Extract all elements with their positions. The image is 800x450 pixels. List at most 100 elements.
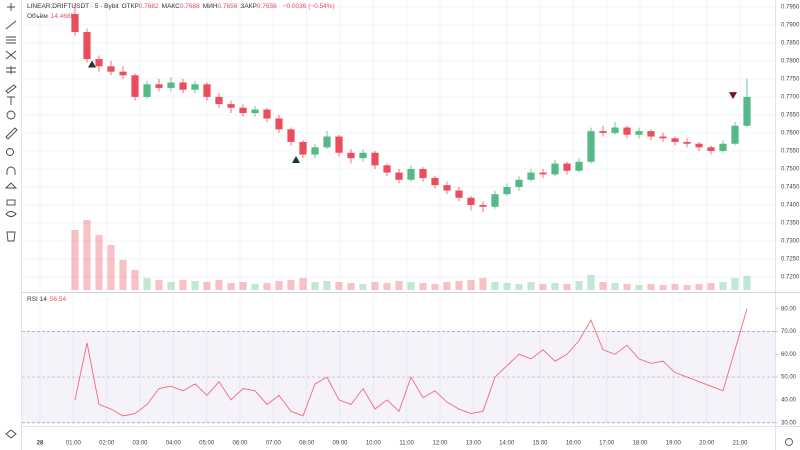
volume-bar: [203, 282, 211, 290]
volume-bar: [503, 283, 511, 290]
zoom-tool[interactable]: [6, 148, 14, 156]
candle-body: [371, 152, 379, 166]
candle-body: [431, 177, 439, 186]
y-tick-label: 0.7750: [781, 76, 800, 82]
candle-body: [407, 168, 415, 180]
candle-body: [563, 163, 571, 171]
x-tick-label: 11:00: [399, 441, 414, 447]
volume-bar: [515, 284, 523, 290]
volume-bar: [479, 278, 487, 290]
candle-body: [227, 104, 235, 108]
volume-bar: [659, 285, 667, 290]
settings-button[interactable]: [785, 438, 793, 446]
volume-bar: [275, 281, 283, 290]
rsi-label: RSI 14: [27, 296, 47, 303]
candle-body: [707, 147, 715, 151]
volume-bar: [311, 282, 319, 290]
volume-bar: [611, 283, 619, 290]
forecast-tool[interactable]: [6, 66, 16, 74]
ohlc-label: МИН: [202, 3, 218, 10]
volume-bar: [407, 282, 415, 290]
candle-body: [539, 172, 547, 175]
x-tick-label: 03:00: [132, 441, 148, 447]
candle-body: [671, 138, 679, 142]
candle-body: [287, 129, 295, 142]
layers-tool[interactable]: [5, 429, 17, 439]
candle-body: [95, 59, 103, 67]
volume-bar: [695, 284, 703, 290]
x-tick-label: 13:00: [466, 441, 482, 447]
candle-body: [635, 131, 643, 135]
x-tick-label: 20:00: [699, 441, 715, 447]
volume-bar: [647, 284, 655, 290]
volume-bar: [551, 283, 559, 290]
ruler-tool[interactable]: [5, 127, 18, 140]
volume-bar: [491, 282, 499, 290]
x-tick-label: 19:00: [666, 441, 682, 447]
volume-bar: [455, 281, 463, 290]
toolbar-icons[interactable]: [4, 3, 18, 439]
emoji-tool[interactable]: [6, 110, 16, 120]
legend-main: LINEAR:DRIFTUSDT · 5 · Bybit ОТКР0.7682 МА…: [27, 3, 338, 10]
rsi-value: 56.54: [49, 296, 67, 303]
x-tick-label: 01:00: [66, 441, 82, 447]
volume-bar: [95, 235, 103, 290]
candle-body: [275, 118, 283, 130]
fib-tool[interactable]: [6, 36, 16, 44]
x-tick-label: 21:00: [732, 441, 748, 447]
candle-body: [383, 165, 391, 173]
volume-bar: [287, 280, 295, 290]
rsi-line: [74, 308, 748, 417]
x-tick-label: 18:00: [632, 441, 648, 447]
candle-body: [83, 32, 91, 60]
candle-body: [695, 143, 703, 148]
candle-body: [575, 161, 583, 171]
y-tick-label: 0.7900: [781, 22, 800, 28]
volume-bar: [563, 284, 571, 290]
volume-bar: [587, 275, 595, 290]
candle-body: [599, 131, 607, 133]
volume-bar: [383, 283, 391, 290]
y-tick-label: 0.7850: [781, 40, 800, 46]
lock-tool[interactable]: [6, 199, 16, 206]
legend-rsi: RSI 14 56.54: [27, 296, 69, 303]
volume-bar: [359, 284, 367, 290]
draw-mode-tool[interactable]: [4, 182, 18, 189]
candle-body: [203, 84, 211, 97]
ohlc-label: ЗАКР: [240, 3, 257, 10]
candle-body: [743, 96, 751, 126]
x-tick-label: 07:00: [266, 441, 282, 447]
candle-body: [551, 163, 559, 175]
candle-body: [731, 125, 739, 144]
volume-bar: [467, 280, 475, 290]
visibility-tool[interactable]: [5, 211, 17, 217]
y-tick-label: 0.7800: [781, 58, 800, 64]
crosshair-tool[interactable]: [7, 3, 15, 11]
candle-body: [647, 131, 655, 137]
volume-bar: [227, 283, 235, 290]
ohlc-value: 0.7682: [138, 3, 159, 10]
volume-bar: [215, 280, 223, 290]
x-tick-label: 05:00: [199, 441, 215, 447]
volume-bar: [743, 276, 751, 290]
pattern-tool[interactable]: [5, 50, 17, 60]
candle-body: [515, 179, 523, 187]
candle-body: [179, 82, 187, 90]
y-tick-label: 0.7400: [781, 203, 800, 209]
candle-body: [659, 136, 667, 139]
x-tick-label: 17:00: [599, 441, 615, 447]
magnet-tool[interactable]: [6, 166, 16, 175]
delete-tool[interactable]: [6, 231, 16, 242]
volume-bar: [323, 281, 331, 290]
toolbar: [0, 0, 21, 450]
candle-body: [191, 84, 199, 90]
brush-tool[interactable]: [5, 84, 17, 94]
trendline-tool[interactable]: [5, 20, 17, 30]
volume-bar: [635, 285, 643, 290]
y-tick-label: 0.7200: [781, 275, 800, 281]
text-tool[interactable]: [7, 96, 15, 105]
candle-body: [719, 143, 727, 151]
candle-body: [251, 109, 259, 114]
volume-bar: [155, 280, 163, 290]
y-tick-label: 40.00: [781, 397, 797, 403]
